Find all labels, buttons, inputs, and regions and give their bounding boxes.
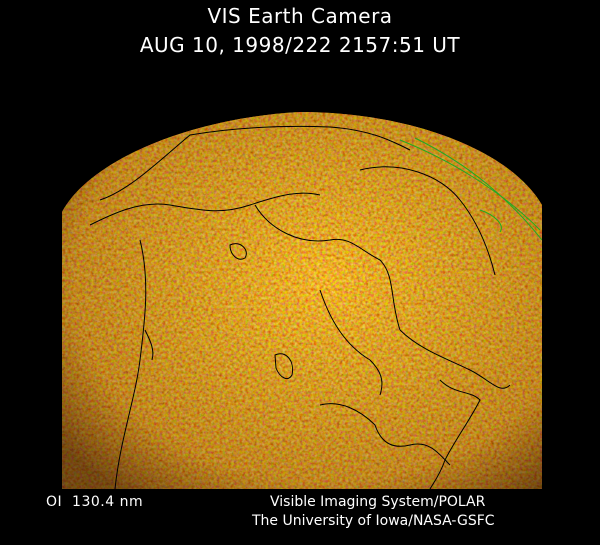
filter-wavelength-label: OI 130.4 nm [46,494,144,510]
earth-disk [62,112,542,489]
coastline-overlay [89,125,511,489]
observation-timestamp: AUG 10, 1998/222 2157:51 UT [139,33,461,57]
instrument-label: Visible Imaging System/POLAR [270,494,486,510]
organization-label: The University of Iowa/NASA-GSFC [252,513,495,529]
limb-overlay [399,137,542,241]
image-title: VIS Earth Camera [207,4,393,28]
